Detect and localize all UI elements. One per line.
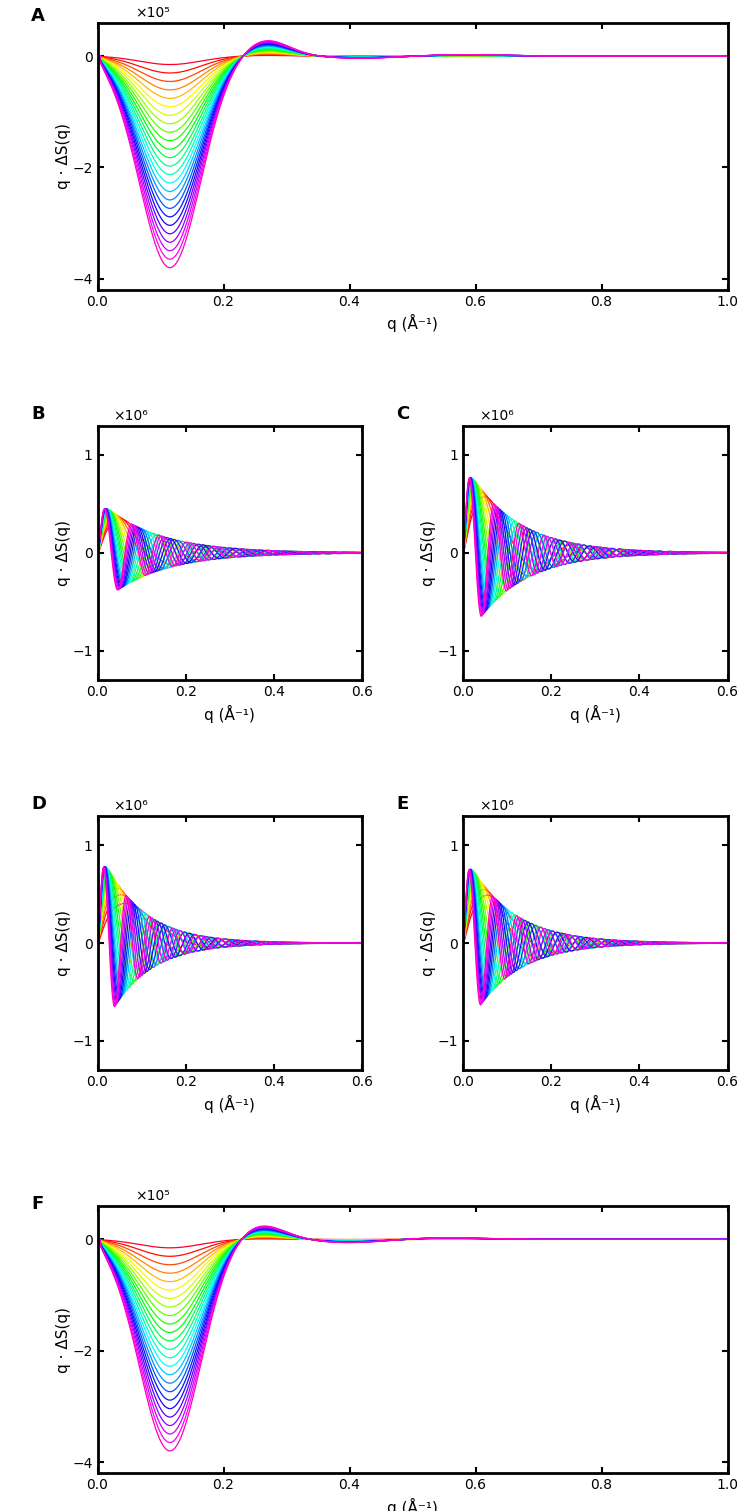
Y-axis label: q · ΔS(q): q · ΔS(q)	[56, 910, 70, 976]
Text: ×10⁶: ×10⁶	[478, 799, 514, 813]
Text: D: D	[32, 795, 46, 813]
Text: F: F	[32, 1195, 44, 1213]
X-axis label: q (Å⁻¹): q (Å⁻¹)	[205, 1095, 255, 1112]
Y-axis label: q · ΔS(q): q · ΔS(q)	[421, 910, 436, 976]
Y-axis label: q · ΔS(q): q · ΔS(q)	[56, 1307, 70, 1372]
Text: ×10⁶: ×10⁶	[113, 409, 148, 423]
Text: ×10⁶: ×10⁶	[113, 799, 148, 813]
Text: ×10⁵: ×10⁵	[135, 6, 170, 20]
Text: ×10⁶: ×10⁶	[478, 409, 514, 423]
Text: C: C	[397, 405, 410, 423]
X-axis label: q (Å⁻¹): q (Å⁻¹)	[570, 704, 620, 722]
Text: E: E	[397, 795, 409, 813]
Text: ×10⁵: ×10⁵	[135, 1189, 170, 1203]
Text: B: B	[32, 405, 45, 423]
Y-axis label: q · ΔS(q): q · ΔS(q)	[421, 520, 436, 586]
Y-axis label: q · ΔS(q): q · ΔS(q)	[56, 520, 70, 586]
X-axis label: q (Å⁻¹): q (Å⁻¹)	[570, 1095, 620, 1112]
Y-axis label: q · ΔS(q): q · ΔS(q)	[56, 124, 70, 189]
X-axis label: q (Å⁻¹): q (Å⁻¹)	[205, 704, 255, 722]
X-axis label: q (Å⁻¹): q (Å⁻¹)	[387, 314, 438, 332]
X-axis label: q (Å⁻¹): q (Å⁻¹)	[387, 1497, 438, 1511]
Text: A: A	[32, 6, 45, 24]
